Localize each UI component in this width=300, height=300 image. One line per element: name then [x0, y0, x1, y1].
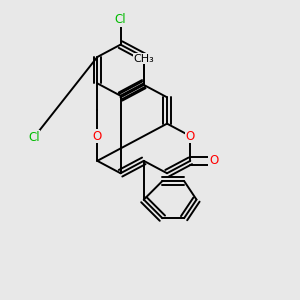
Text: O: O	[93, 130, 102, 142]
Text: O: O	[186, 130, 195, 142]
Text: Cl: Cl	[115, 13, 126, 26]
Text: O: O	[209, 154, 218, 167]
Text: Cl: Cl	[28, 131, 40, 144]
Text: CH₃: CH₃	[134, 54, 154, 64]
